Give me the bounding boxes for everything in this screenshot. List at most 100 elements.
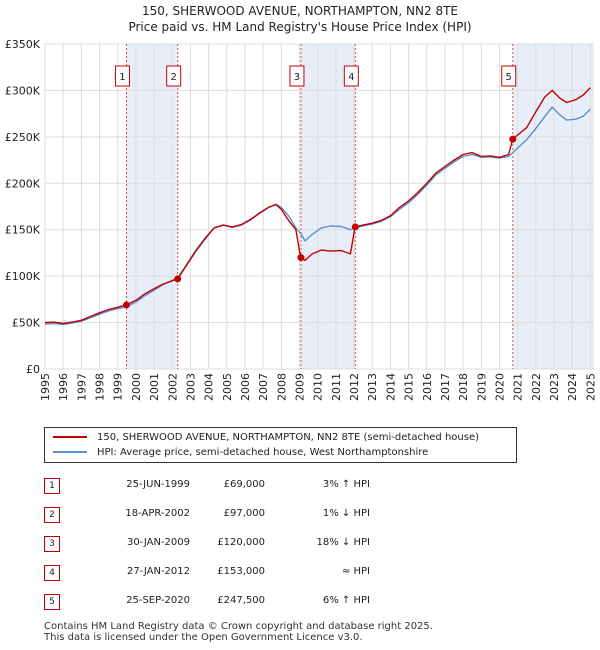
- legend-item-hpi: HPI: Average price, semi-detached house,…: [53, 446, 428, 460]
- sale-label-box: [114, 65, 130, 87]
- transaction-hpi: 1% ↓ HPI: [322, 508, 370, 519]
- legend-swatch-hpi: [53, 451, 87, 453]
- transaction-number: 1: [44, 478, 60, 494]
- legend-item-property: 150, SHERWOOD AVENUE, NORTHAMPTON, NN2 8…: [53, 431, 479, 445]
- sale-label-number: 2: [171, 72, 177, 83]
- transaction-price: £153,000: [217, 566, 265, 577]
- x-tick-label: 2000: [130, 373, 143, 401]
- transaction-date: 18-APR-2002: [125, 508, 190, 519]
- sale-label-number: 3: [294, 72, 300, 83]
- sale-marker: [297, 254, 305, 262]
- transaction-date: 25-SEP-2020: [126, 595, 190, 606]
- x-tick-label: 2003: [184, 373, 197, 401]
- table-row: 3 30-JAN-2009 £120,000 18% ↓ HPI: [0, 534, 600, 554]
- transaction-price: £97,000: [223, 508, 265, 519]
- x-tick-label: 2013: [366, 373, 379, 401]
- x-tick-label: 2019: [475, 373, 488, 401]
- x-tick-label: 2006: [239, 373, 252, 401]
- transaction-date: 25-JUN-1999: [126, 479, 190, 490]
- price-chart: 150, SHERWOOD AVENUE, NORTHAMPTON, NN2 8…: [5, 4, 598, 401]
- transaction-date: 27-JAN-2012: [126, 566, 190, 577]
- x-tick-label: 2016: [421, 373, 434, 401]
- legend-swatch-property: [53, 436, 87, 438]
- y-axis-ticks: £0 £50K £100K £150K £200K £250K £300K £350K: [5, 38, 41, 376]
- x-tick-label: 2005: [221, 373, 234, 401]
- x-tick-label: 1996: [57, 373, 70, 401]
- footer: Contains HM Land Registry data © Crown c…: [44, 621, 433, 643]
- transaction-number: 5: [44, 594, 60, 610]
- x-tick-label: 1997: [75, 373, 88, 401]
- x-tick-label: 2012: [348, 373, 361, 401]
- y-tick-label: £50K: [12, 317, 41, 330]
- y-tick-label: £250K: [5, 131, 41, 144]
- x-tick-label: 2014: [384, 373, 397, 401]
- sale-label-number: 4: [348, 72, 354, 83]
- sale-label-box: [289, 65, 305, 87]
- grid: [44, 43, 594, 370]
- x-tick-label: 2009: [294, 373, 307, 401]
- x-tick-label: 1998: [94, 373, 107, 401]
- y-tick-label: £100K: [5, 270, 41, 283]
- sale-marker: [174, 275, 182, 283]
- x-tick-label: 2010: [312, 373, 325, 401]
- x-tick-label: 1999: [112, 373, 125, 401]
- x-tick-label: 2025: [584, 373, 597, 401]
- x-tick-label: 2008: [275, 373, 288, 401]
- y-tick-label: £200K: [5, 177, 41, 190]
- transaction-hpi: ≈ HPI: [341, 566, 370, 577]
- y-tick-label: £150K: [5, 224, 41, 237]
- sale-label-number: 5: [506, 72, 512, 83]
- sale-labels: 1 2 3 4 5: [114, 65, 517, 87]
- legend: 150, SHERWOOD AVENUE, NORTHAMPTON, NN2 8…: [44, 427, 517, 463]
- sale-marker: [122, 301, 130, 309]
- transaction-number: 3: [44, 536, 60, 552]
- table-row: 1 25-JUN-1999 £69,000 3% ↑ HPI: [0, 476, 600, 496]
- legend-label-property: 150, SHERWOOD AVENUE, NORTHAMPTON, NN2 8…: [97, 432, 480, 443]
- sale-label-box: [343, 65, 359, 87]
- x-tick-label: 2024: [566, 373, 579, 401]
- sale-label-number: 1: [119, 72, 125, 83]
- chart-subtitle: Price paid vs. HM Land Registry's House …: [128, 20, 471, 34]
- y-tick-label: £300K: [5, 84, 41, 97]
- y-tick-label: £0: [26, 363, 40, 376]
- sale-band: [300, 44, 356, 369]
- footer-copyright: Contains HM Land Registry data © Crown c…: [44, 621, 433, 632]
- y-tick-label: £350K: [5, 38, 41, 51]
- transaction-hpi: 3% ↑ HPI: [322, 479, 370, 490]
- transaction-number: 4: [44, 565, 60, 581]
- x-tick-label: 2020: [493, 373, 506, 401]
- x-tick-label: 2022: [530, 373, 543, 401]
- table-row: 5 25-SEP-2020 £247,500 6% ↑ HPI: [0, 592, 600, 612]
- sale-markers: [122, 135, 517, 309]
- legend-label-hpi: HPI: Average price, semi-detached house,…: [97, 447, 429, 458]
- transaction-price: £69,000: [223, 479, 265, 490]
- x-axis-ticks: 1995 1996 1997 1998 1999 2000 2001 2002 2003 2004…: [39, 373, 597, 401]
- sale-marker: [351, 223, 359, 231]
- x-tick-label: 2001: [148, 373, 161, 401]
- transaction-price: £120,000: [217, 537, 265, 548]
- footer-licence: This data is licensed under the Open Gov…: [44, 632, 363, 643]
- series-line-property: [44, 87, 591, 325]
- table-row: 4 27-JAN-2012 £153,000 ≈ HPI: [0, 563, 600, 583]
- sale-marker: [509, 135, 517, 143]
- transaction-hpi: 6% ↑ HPI: [322, 595, 370, 606]
- sale-label-box: [501, 65, 517, 87]
- sale-band: [126, 44, 178, 369]
- sale-label-box: [166, 65, 182, 87]
- series-lines: [44, 87, 591, 326]
- x-tick-label: 2015: [403, 373, 416, 401]
- transaction-hpi: 18% ↓ HPI: [316, 537, 370, 548]
- x-tick-label: 2021: [512, 373, 525, 401]
- x-tick-label: 2007: [257, 373, 270, 401]
- x-tick-label: 1995: [39, 373, 52, 401]
- sale-bands: [126, 44, 594, 369]
- transaction-number: 2: [44, 507, 60, 523]
- x-tick-label: 2011: [330, 373, 343, 401]
- transaction-date: 30-JAN-2009: [126, 537, 190, 548]
- table-row: 2 18-APR-2002 £97,000 1% ↓ HPI: [0, 505, 600, 525]
- x-tick-label: 2018: [457, 373, 470, 401]
- series-line-hpi: [44, 106, 591, 326]
- chart-title: 150, SHERWOOD AVENUE, NORTHAMPTON, NN2 8…: [142, 4, 458, 18]
- x-tick-label: 2004: [203, 373, 216, 401]
- x-tick-label: 2002: [166, 373, 179, 401]
